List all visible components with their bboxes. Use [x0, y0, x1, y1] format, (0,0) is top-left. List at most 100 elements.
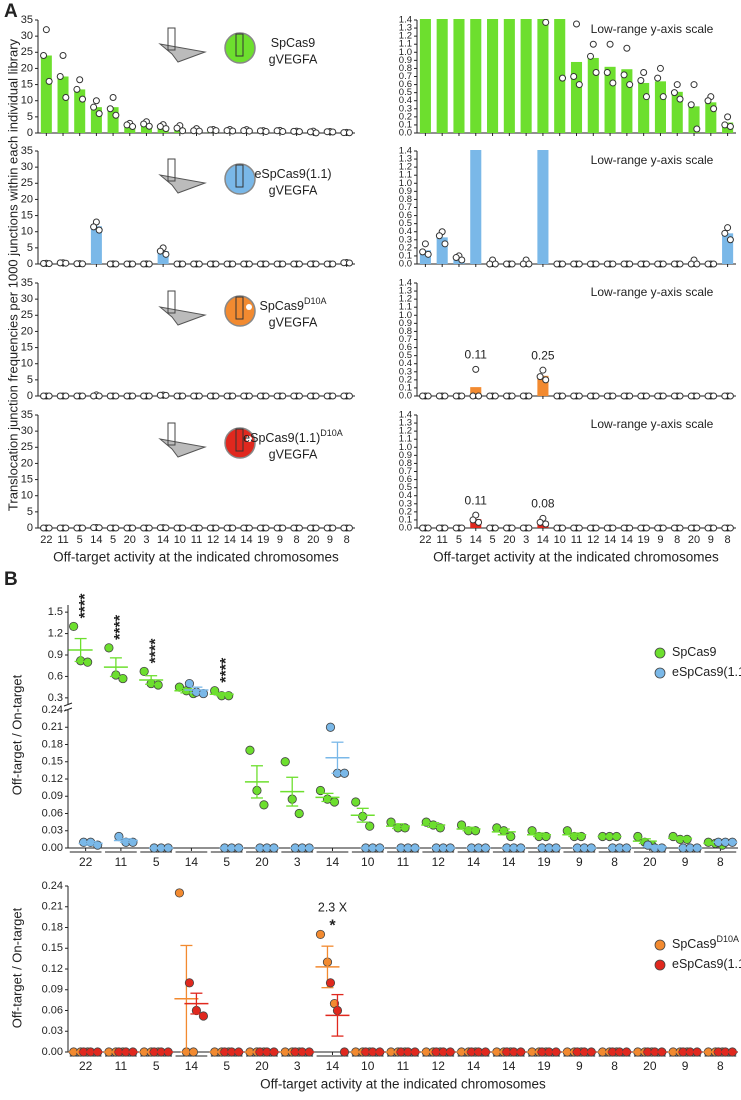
x-tick-label: 11 — [191, 534, 202, 546]
y-tick-label: 0.1 — [399, 514, 412, 525]
replicate-point — [198, 1011, 209, 1021]
replicate-point — [424, 524, 432, 532]
x-tick-label: 8 — [674, 534, 680, 546]
replicate-point — [491, 392, 499, 400]
bar — [537, 19, 549, 134]
y-tick-label: 5 — [27, 506, 33, 518]
replicate-point — [312, 524, 320, 532]
x-tick-label: 14 — [621, 534, 633, 546]
y-tick-label: 15 — [21, 209, 33, 221]
replicate-point — [56, 259, 64, 267]
replicate-point — [56, 392, 64, 400]
x-tick-label: 14 — [537, 534, 549, 546]
replicate-point — [670, 392, 678, 400]
replicate-point — [256, 127, 264, 135]
replicate-point — [525, 392, 533, 400]
x-tick-label: 14 — [470, 534, 482, 546]
replicate-point — [676, 95, 684, 103]
replicate-point — [90, 223, 98, 231]
y-tick-label: 0 — [27, 522, 33, 534]
x-tick-label: 5 — [77, 534, 83, 546]
replicate-point — [69, 621, 79, 632]
replicate-point — [90, 392, 98, 400]
x-tick-label: 9 — [277, 534, 283, 546]
replicate-point — [670, 89, 678, 97]
y-tick-label: 0.09 — [42, 984, 63, 996]
replicate-point — [95, 392, 103, 400]
x-tick-label: 5 — [489, 534, 495, 546]
chart-label: SpCas9D10A — [260, 296, 327, 313]
x-tick-label: 3 — [143, 534, 149, 546]
replicate-point — [721, 121, 729, 129]
bar — [419, 250, 431, 264]
y-tick-label: 0.6 — [48, 670, 63, 682]
replicate-point — [312, 129, 320, 137]
replicate-point — [73, 85, 81, 93]
y-tick-label: 20 — [21, 457, 33, 469]
replicate-point — [145, 392, 153, 400]
replicate-point — [184, 978, 195, 988]
y-tick-label: 1.2 — [399, 294, 412, 305]
y-axis-title: Off-target / On-target — [9, 907, 24, 1028]
x-axis-title: Off-target activity at the indicated chr… — [260, 1077, 546, 1092]
replicate-point — [340, 259, 348, 267]
replicate-point — [508, 392, 516, 400]
replicate-point — [195, 260, 203, 268]
x-tick-label: 22 — [79, 855, 93, 869]
x-tick-label: 10 — [361, 1059, 375, 1073]
replicate-point — [441, 524, 449, 532]
y-tick-label: 0.1 — [399, 382, 412, 393]
icon-circle — [224, 427, 256, 459]
replicate-point — [140, 120, 148, 128]
y-tick-label: 0.4 — [399, 226, 412, 237]
x-tick-label: 11 — [397, 1059, 410, 1073]
replicate-point — [45, 524, 53, 532]
replicate-point — [575, 524, 583, 532]
zoom-title: Low-range y-axis scale — [591, 22, 714, 36]
x-tick-label: 14 — [224, 534, 236, 546]
replicate-point — [592, 392, 600, 400]
replicate-point — [106, 105, 114, 113]
replicate-point — [554, 9, 560, 15]
replicate-point — [42, 26, 50, 34]
x-tick-label: 11 — [397, 855, 410, 869]
replicate-point — [536, 373, 544, 381]
chart-label: SpCas9 — [271, 36, 316, 50]
replicate-point — [325, 978, 336, 988]
y-tick-label: 0.6 — [399, 79, 412, 90]
replicate-point — [491, 260, 499, 268]
replicate-point — [145, 524, 153, 532]
replicate-point — [112, 260, 120, 268]
replicate-point — [306, 128, 314, 136]
x-tick-label: 19 — [537, 1059, 551, 1073]
y-tick-label: 30 — [21, 293, 33, 305]
replicate-point — [424, 392, 432, 400]
replicate-point — [676, 392, 684, 400]
x-tick-label: 11 — [115, 1059, 128, 1073]
replicate-point — [129, 260, 137, 268]
x-tick-label: 22 — [40, 534, 52, 546]
replicate-point — [62, 259, 70, 267]
y-tick-label: 0.2 — [399, 242, 412, 253]
replicate-point — [45, 260, 53, 268]
y-tick-label: 20 — [21, 325, 33, 337]
replicate-point — [40, 52, 48, 60]
replicate-point — [659, 392, 667, 400]
y-tick-label: 0.18 — [42, 738, 63, 750]
replicate-point — [79, 260, 87, 268]
y-tick-label: 10 — [21, 226, 33, 238]
y-tick-label: 0.3 — [399, 234, 412, 245]
y-tick-label: 0.5 — [399, 87, 412, 98]
replicate-point — [626, 524, 634, 532]
replicate-point — [626, 81, 634, 89]
y-tick-label: 0.9 — [48, 649, 63, 661]
y-tick-label: 0.03 — [42, 825, 63, 837]
y-tick-label: 0.2 — [399, 374, 412, 385]
replicate-point — [345, 392, 353, 400]
replicate-point — [656, 64, 664, 72]
replicate-point — [79, 524, 87, 532]
replicate-point — [458, 524, 466, 532]
replicate-point — [45, 77, 53, 85]
bar — [90, 107, 102, 133]
